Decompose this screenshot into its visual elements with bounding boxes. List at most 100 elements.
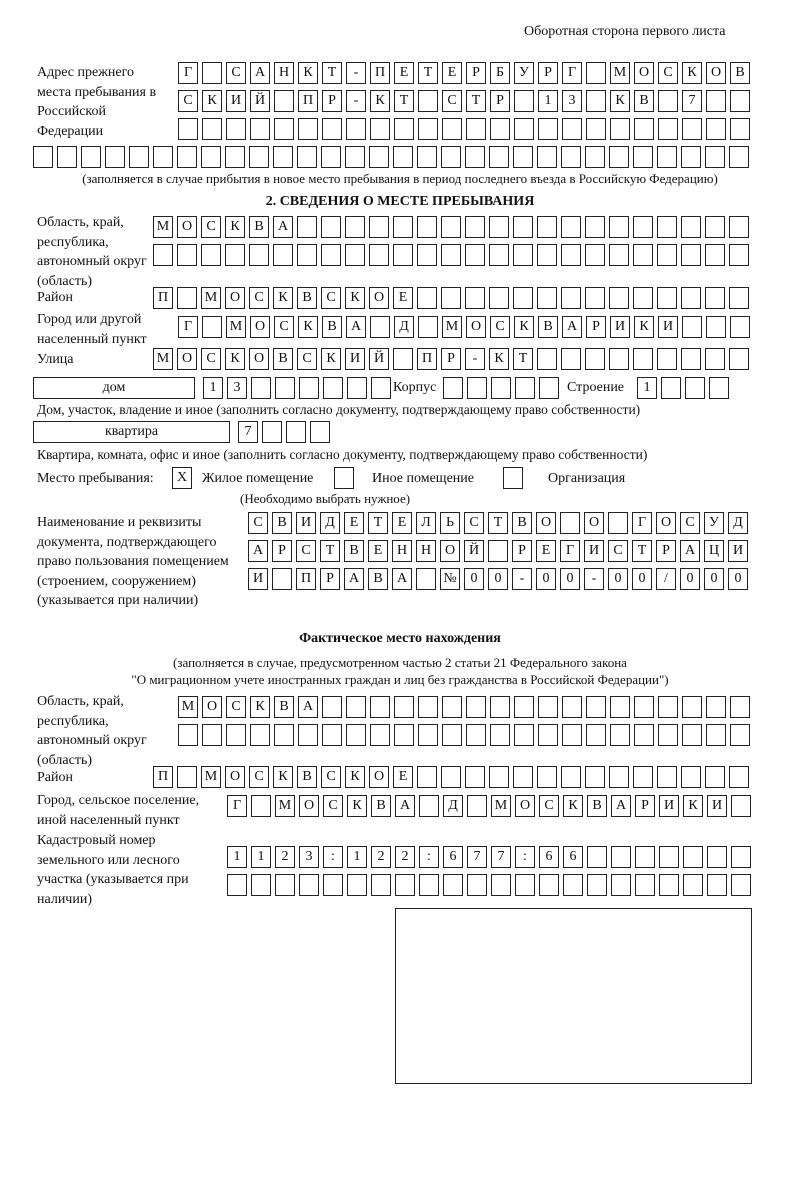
char-cell[interactable]: 1 — [227, 846, 247, 868]
char-cell[interactable]: С — [608, 540, 628, 562]
char-cell[interactable] — [370, 696, 390, 718]
char-cell[interactable] — [465, 244, 485, 266]
char-cell[interactable]: О — [634, 62, 654, 84]
char-cell[interactable] — [345, 216, 365, 238]
char-cell[interactable] — [682, 316, 702, 338]
char-cell[interactable]: А — [562, 316, 582, 338]
char-cell[interactable]: К — [321, 348, 341, 370]
char-cell[interactable] — [418, 316, 438, 338]
char-cell[interactable] — [560, 512, 580, 534]
char-cell[interactable]: Р — [320, 568, 340, 590]
char-cell[interactable] — [491, 377, 511, 399]
char-cell[interactable]: О — [466, 316, 486, 338]
char-cell[interactable]: - — [346, 90, 366, 112]
char-cell[interactable] — [347, 874, 367, 896]
char-cell[interactable] — [275, 377, 295, 399]
char-cell[interactable]: О — [536, 512, 556, 534]
char-cell[interactable] — [681, 348, 701, 370]
char-cell[interactable]: В — [371, 795, 391, 817]
char-cell[interactable] — [729, 244, 749, 266]
char-cell[interactable] — [681, 766, 701, 788]
char-cell[interactable] — [417, 216, 437, 238]
char-cell[interactable] — [729, 287, 749, 309]
char-cell[interactable]: О — [369, 766, 389, 788]
char-cell[interactable] — [370, 118, 390, 140]
char-cell[interactable] — [709, 377, 729, 399]
char-cell[interactable]: - — [512, 568, 532, 590]
char-cell[interactable]: Ц — [704, 540, 724, 562]
char-cell[interactable]: : — [515, 846, 535, 868]
char-cell[interactable]: 2 — [275, 846, 295, 868]
char-cell[interactable] — [635, 846, 655, 868]
char-cell[interactable] — [418, 724, 438, 746]
char-cell[interactable] — [610, 724, 630, 746]
char-cell[interactable]: М — [226, 316, 246, 338]
char-cell[interactable] — [562, 118, 582, 140]
char-cell[interactable] — [538, 724, 558, 746]
char-cell[interactable]: М — [178, 696, 198, 718]
house-type-field[interactable]: дом — [33, 377, 195, 399]
char-cell[interactable] — [587, 846, 607, 868]
char-cell[interactable]: 1 — [637, 377, 657, 399]
char-cell[interactable]: Р — [538, 62, 558, 84]
char-cell[interactable]: О — [202, 696, 222, 718]
char-cell[interactable]: Т — [513, 348, 533, 370]
char-cell[interactable]: Т — [322, 62, 342, 84]
char-cell[interactable]: Е — [442, 62, 462, 84]
char-cell[interactable]: Н — [392, 540, 412, 562]
char-cell[interactable] — [705, 766, 725, 788]
char-cell[interactable] — [657, 146, 677, 168]
char-cell[interactable] — [514, 696, 534, 718]
char-cell[interactable] — [609, 766, 629, 788]
char-cell[interactable]: 0 — [704, 568, 724, 590]
char-cell[interactable]: П — [296, 568, 316, 590]
char-cell[interactable] — [585, 348, 605, 370]
char-cell[interactable]: - — [465, 348, 485, 370]
char-cell[interactable]: С — [658, 62, 678, 84]
char-cell[interactable]: С — [539, 795, 559, 817]
char-cell[interactable]: М — [153, 348, 173, 370]
char-cell[interactable]: Е — [392, 512, 412, 534]
char-cell[interactable] — [394, 696, 414, 718]
char-cell[interactable]: Б — [490, 62, 510, 84]
char-cell[interactable] — [419, 874, 439, 896]
char-cell[interactable] — [514, 118, 534, 140]
char-cell[interactable] — [610, 696, 630, 718]
char-cell[interactable] — [611, 846, 631, 868]
char-cell[interactable] — [586, 118, 606, 140]
char-cell[interactable] — [417, 287, 437, 309]
char-cell[interactable] — [346, 118, 366, 140]
char-cell[interactable] — [489, 146, 509, 168]
char-cell[interactable] — [297, 216, 317, 238]
char-cell[interactable] — [419, 795, 439, 817]
apartment-number-row[interactable]: 7 — [238, 421, 330, 443]
char-cell[interactable] — [273, 244, 293, 266]
char-cell[interactable]: 1 — [251, 846, 271, 868]
char-cell[interactable] — [129, 146, 149, 168]
char-cell[interactable] — [633, 146, 653, 168]
char-cell[interactable] — [562, 724, 582, 746]
char-cell[interactable]: Т — [394, 90, 414, 112]
char-cell[interactable]: 3 — [562, 90, 582, 112]
char-cell[interactable] — [442, 724, 462, 746]
char-cell[interactable]: В — [730, 62, 750, 84]
stay-option-checkbox-1[interactable]: X — [172, 467, 192, 489]
char-cell[interactable] — [681, 146, 701, 168]
char-cell[interactable]: С — [248, 512, 268, 534]
char-cell[interactable] — [657, 766, 677, 788]
char-cell[interactable]: И — [296, 512, 316, 534]
char-cell[interactable] — [393, 146, 413, 168]
char-cell[interactable] — [514, 724, 534, 746]
char-cell[interactable] — [730, 724, 750, 746]
char-cell[interactable]: Й — [369, 348, 389, 370]
char-cell[interactable] — [706, 696, 726, 718]
char-cell[interactable] — [609, 244, 629, 266]
char-cell[interactable]: Н — [274, 62, 294, 84]
char-cell[interactable] — [561, 244, 581, 266]
char-cell[interactable] — [685, 377, 705, 399]
previous-address-row-4[interactable] — [33, 146, 749, 168]
